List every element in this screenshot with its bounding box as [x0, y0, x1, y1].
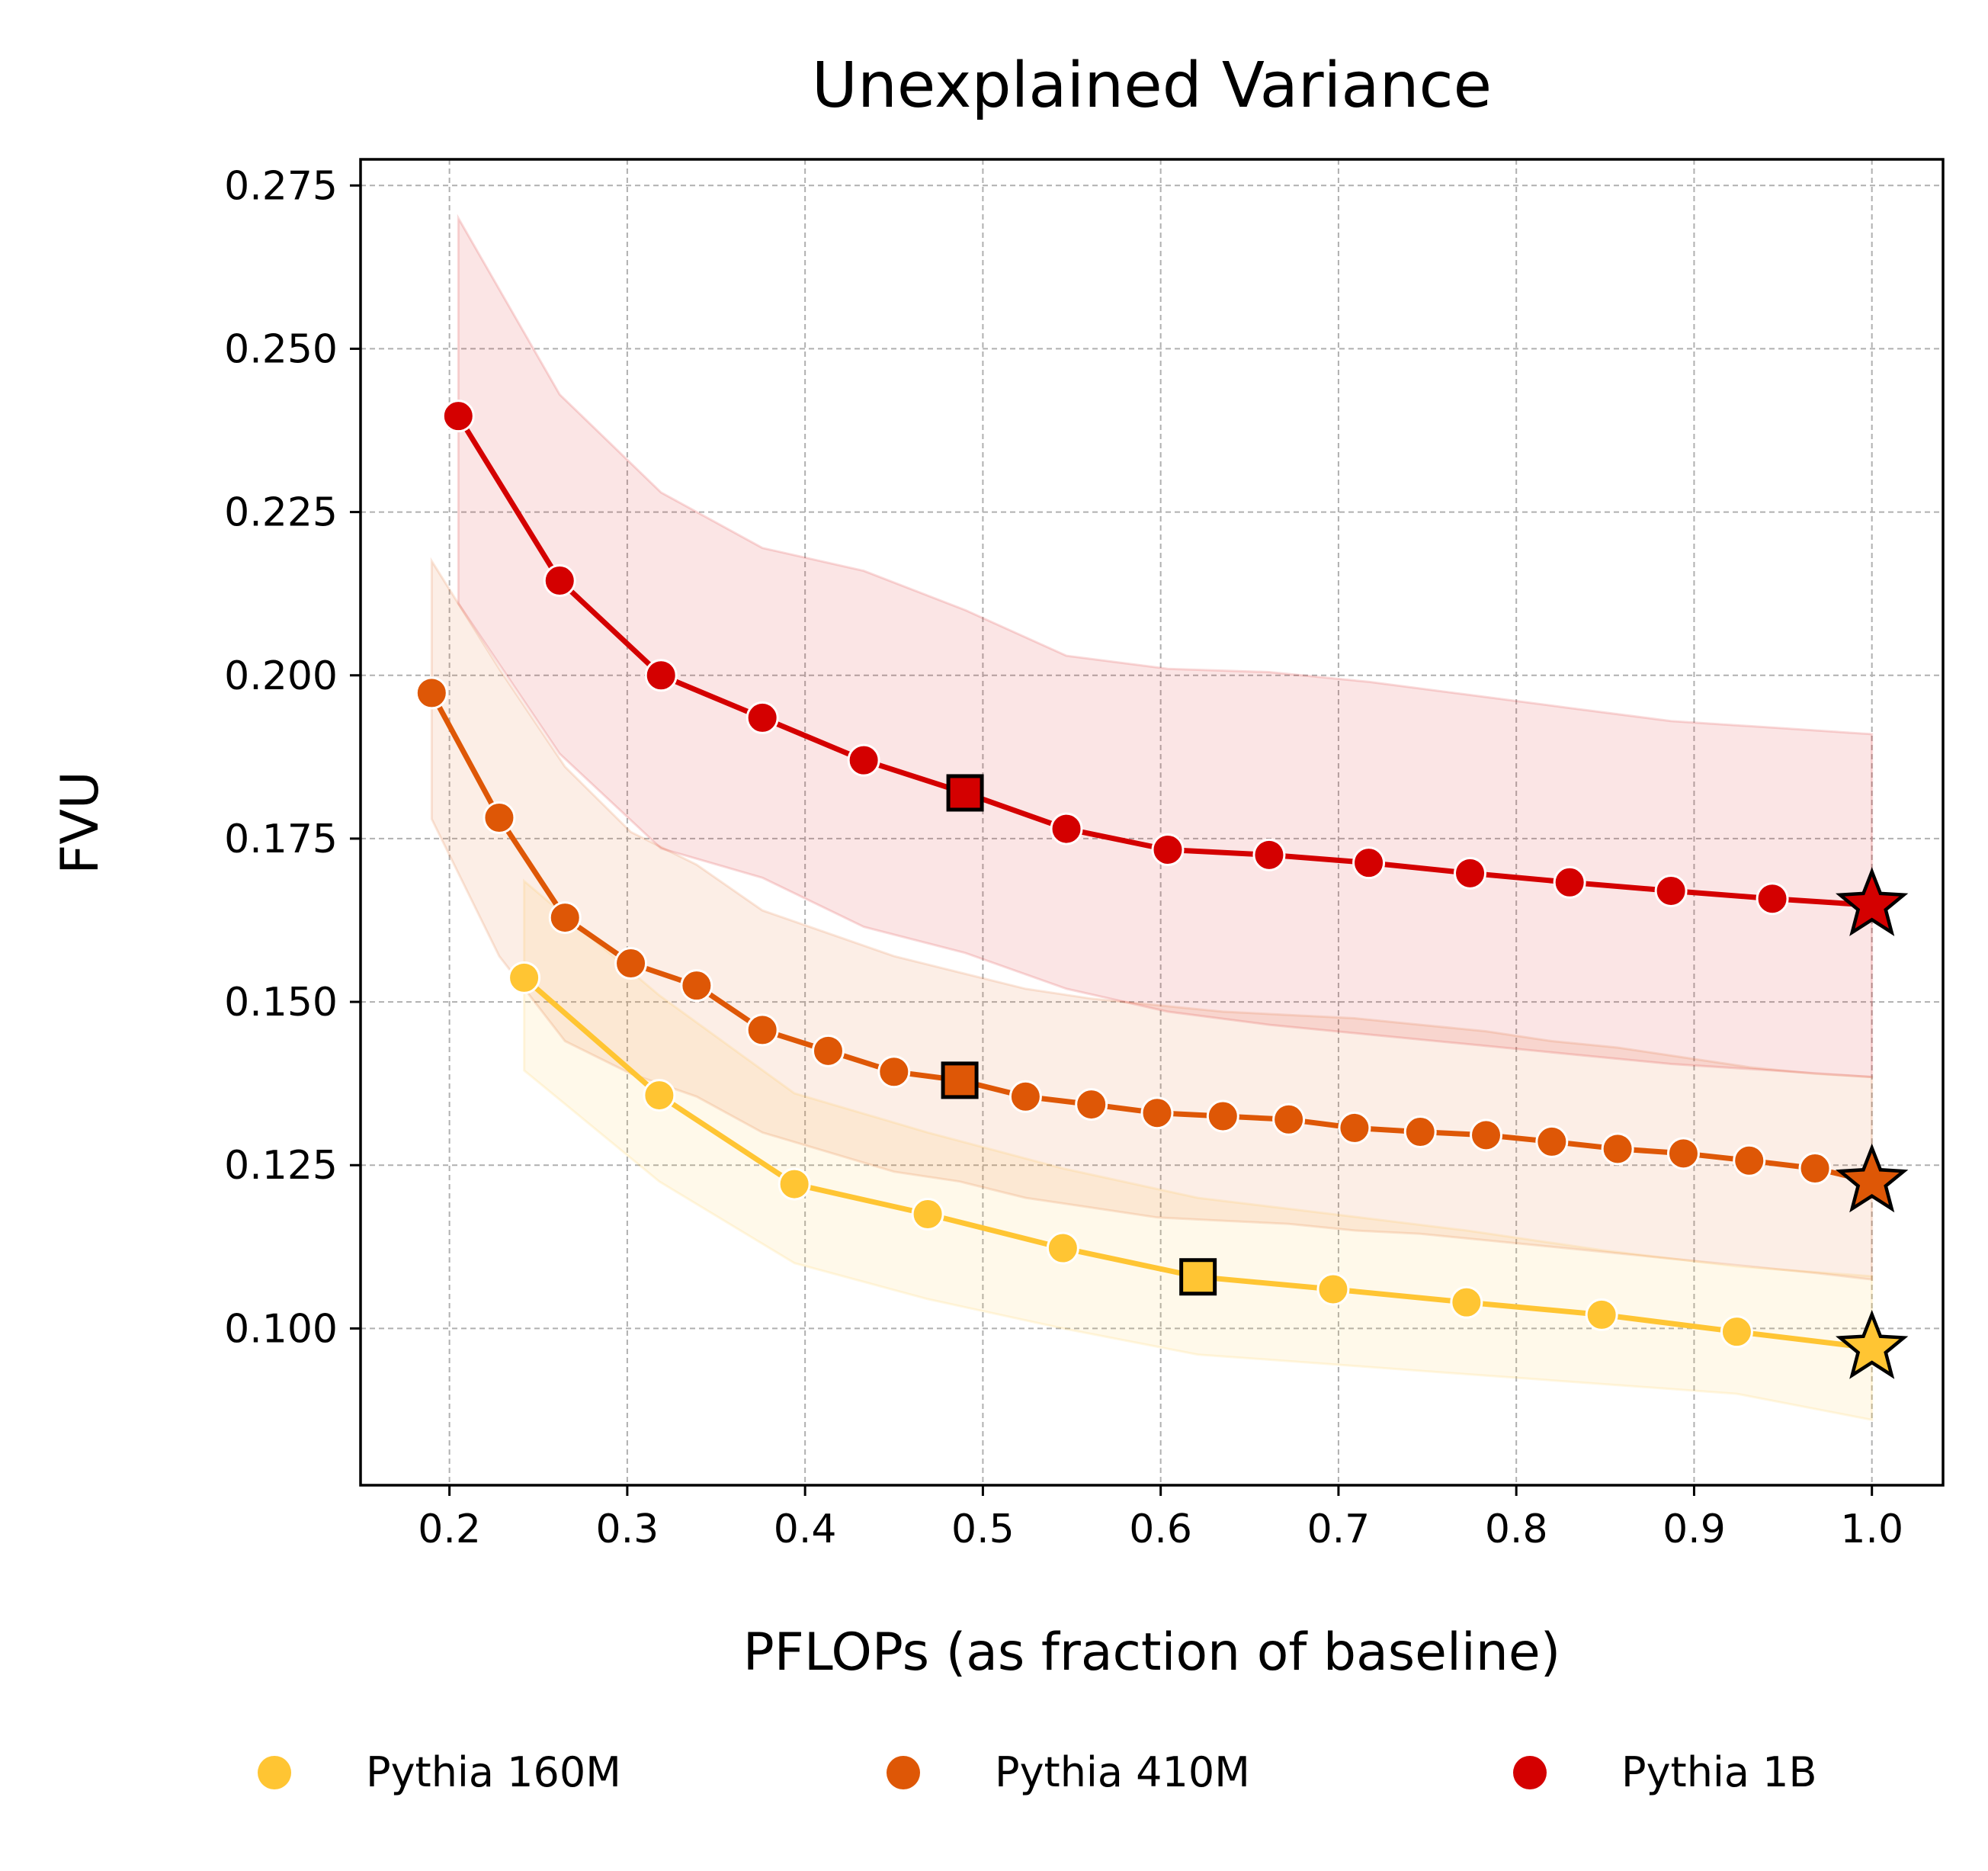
data-point	[1206, 1099, 1239, 1133]
confidence-band	[523, 878, 1874, 1422]
data-point	[1075, 1088, 1108, 1122]
x-tick-label: 1.0	[1840, 1507, 1903, 1552]
data-point	[778, 1167, 811, 1201]
data-point	[1585, 1298, 1618, 1331]
data-point	[1470, 1118, 1503, 1152]
y-tick-label: 0.225	[224, 490, 338, 536]
data-point	[483, 801, 516, 835]
data-point	[680, 969, 713, 1003]
y-axis-label: FVU	[50, 771, 111, 874]
legend-marker	[887, 1756, 920, 1789]
data-point	[1720, 1315, 1753, 1349]
plot-frame	[359, 158, 1945, 1487]
data-point	[746, 1013, 779, 1047]
data-point	[614, 947, 648, 980]
data-point	[1338, 1111, 1371, 1144]
legend-marker	[258, 1756, 291, 1789]
data-point	[1151, 833, 1185, 866]
data-point	[1450, 1285, 1483, 1319]
baseline-star-marker	[1836, 1143, 1909, 1213]
data-point	[847, 743, 880, 777]
data-point	[1252, 838, 1286, 871]
series-markers	[415, 400, 1909, 1379]
highlight-square-marker	[1179, 1258, 1217, 1296]
x-tick-label: 0.3	[596, 1507, 659, 1552]
x-tick-label: 0.7	[1307, 1507, 1371, 1552]
data-point	[1535, 1125, 1569, 1158]
legend-marker	[1513, 1756, 1547, 1789]
data-point	[1553, 865, 1586, 899]
baseline-star-marker	[1836, 867, 1909, 936]
y-tick-label: 0.175	[224, 817, 338, 862]
baseline-star-marker	[1836, 1309, 1909, 1379]
data-point	[548, 901, 582, 935]
y-tick-label: 0.125	[224, 1143, 338, 1189]
x-tick-label: 0.8	[1485, 1507, 1548, 1552]
y-tick-label: 0.100	[224, 1306, 338, 1352]
legend-label: Pythia 1B	[1621, 1748, 1817, 1796]
data-point	[644, 659, 678, 692]
data-point	[643, 1079, 676, 1112]
data-point	[911, 1197, 944, 1231]
data-point	[1654, 874, 1688, 907]
x-axis-label: PFLOPs (as fraction of baseline)	[743, 1622, 1561, 1683]
data-point	[441, 400, 475, 433]
highlight-square-marker	[946, 774, 984, 812]
data-point	[1046, 1231, 1079, 1265]
data-point	[508, 961, 541, 994]
data-point	[1666, 1137, 1700, 1170]
confidence-band	[430, 557, 1874, 1281]
data-point	[1352, 846, 1386, 880]
y-tick-label: 0.275	[224, 163, 338, 209]
confidence-band	[457, 213, 1874, 1079]
data-point	[1403, 1115, 1437, 1149]
data-point	[1733, 1144, 1766, 1177]
data-point	[1798, 1152, 1832, 1186]
data-point	[1050, 812, 1083, 846]
data-point	[877, 1055, 911, 1089]
data-point	[543, 564, 576, 598]
x-tick-label: 0.2	[418, 1507, 481, 1552]
legend: Pythia 160M Pythia 410M Pythia 1B	[258, 1748, 1817, 1796]
data-point	[1316, 1272, 1350, 1306]
data-point	[1454, 856, 1487, 890]
data-point	[1756, 882, 1789, 916]
data-point	[1272, 1102, 1306, 1136]
data-point	[415, 676, 448, 710]
x-tick-label: 0.9	[1663, 1507, 1726, 1552]
legend-label: Pythia 160M	[366, 1748, 621, 1796]
x-tick-label: 0.4	[774, 1507, 837, 1552]
data-point	[746, 701, 779, 734]
data-point	[1008, 1080, 1042, 1113]
legend-label: Pythia 410M	[995, 1748, 1250, 1796]
grid	[361, 159, 1943, 1485]
chart-title: Unexplained Variance	[812, 50, 1492, 122]
data-point	[1140, 1096, 1174, 1130]
y-tick-label: 0.150	[224, 980, 338, 1025]
data-point	[811, 1034, 845, 1067]
x-tick-label: 0.5	[951, 1507, 1015, 1552]
confidence-bands	[430, 213, 1874, 1422]
data-point	[1601, 1132, 1634, 1166]
y-tick-label: 0.250	[224, 326, 338, 372]
x-tick-label: 0.6	[1129, 1507, 1192, 1552]
highlight-square-marker	[941, 1061, 979, 1099]
y-tick-label: 0.200	[224, 653, 338, 699]
axis-ticks: 0.2 0.3 0.4 0.5 0.6 0.7 0.8 0.9 1.0 0.100 0.125 0.1…	[224, 163, 1903, 1552]
